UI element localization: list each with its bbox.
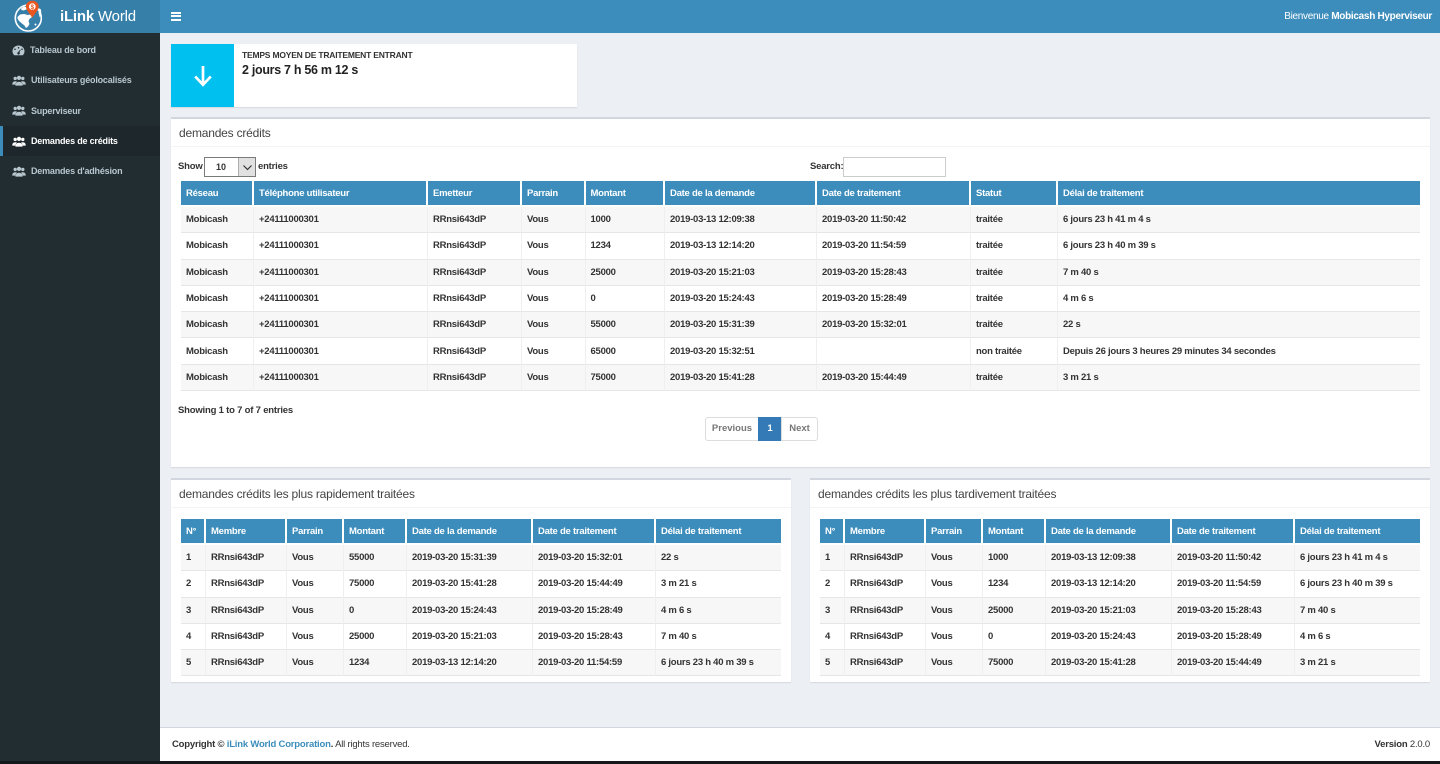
svg-text:$: $ bbox=[31, 4, 35, 11]
